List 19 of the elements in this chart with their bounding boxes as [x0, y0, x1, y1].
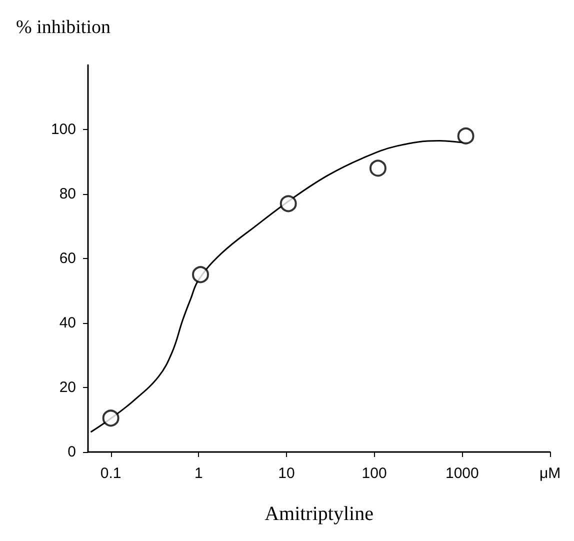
x-tick-label: 0.1 [100, 465, 122, 482]
x-tick-label: μM [539, 465, 561, 482]
point [102, 410, 120, 427]
y-tick-label: 100 [50, 121, 76, 138]
point [192, 266, 210, 284]
y-tick-label: 40 [59, 314, 76, 332]
y-axis-title: % inhibition [16, 17, 111, 38]
point [457, 127, 474, 144]
x-tick-label: 100 [362, 465, 387, 482]
x-axis-title: Amitriptyline [264, 503, 374, 525]
x-tick-label: 1 [194, 465, 203, 482]
y-tick-label: 60 [59, 250, 76, 267]
point [280, 195, 297, 212]
point [369, 160, 386, 177]
y-tick-label: 80 [59, 186, 76, 202]
y-tick-label: 20 [59, 379, 76, 396]
x-tick-label: 1000 [445, 465, 479, 482]
x-tick-label: 10 [278, 465, 295, 482]
y-tick-label: 0 [68, 444, 76, 460]
